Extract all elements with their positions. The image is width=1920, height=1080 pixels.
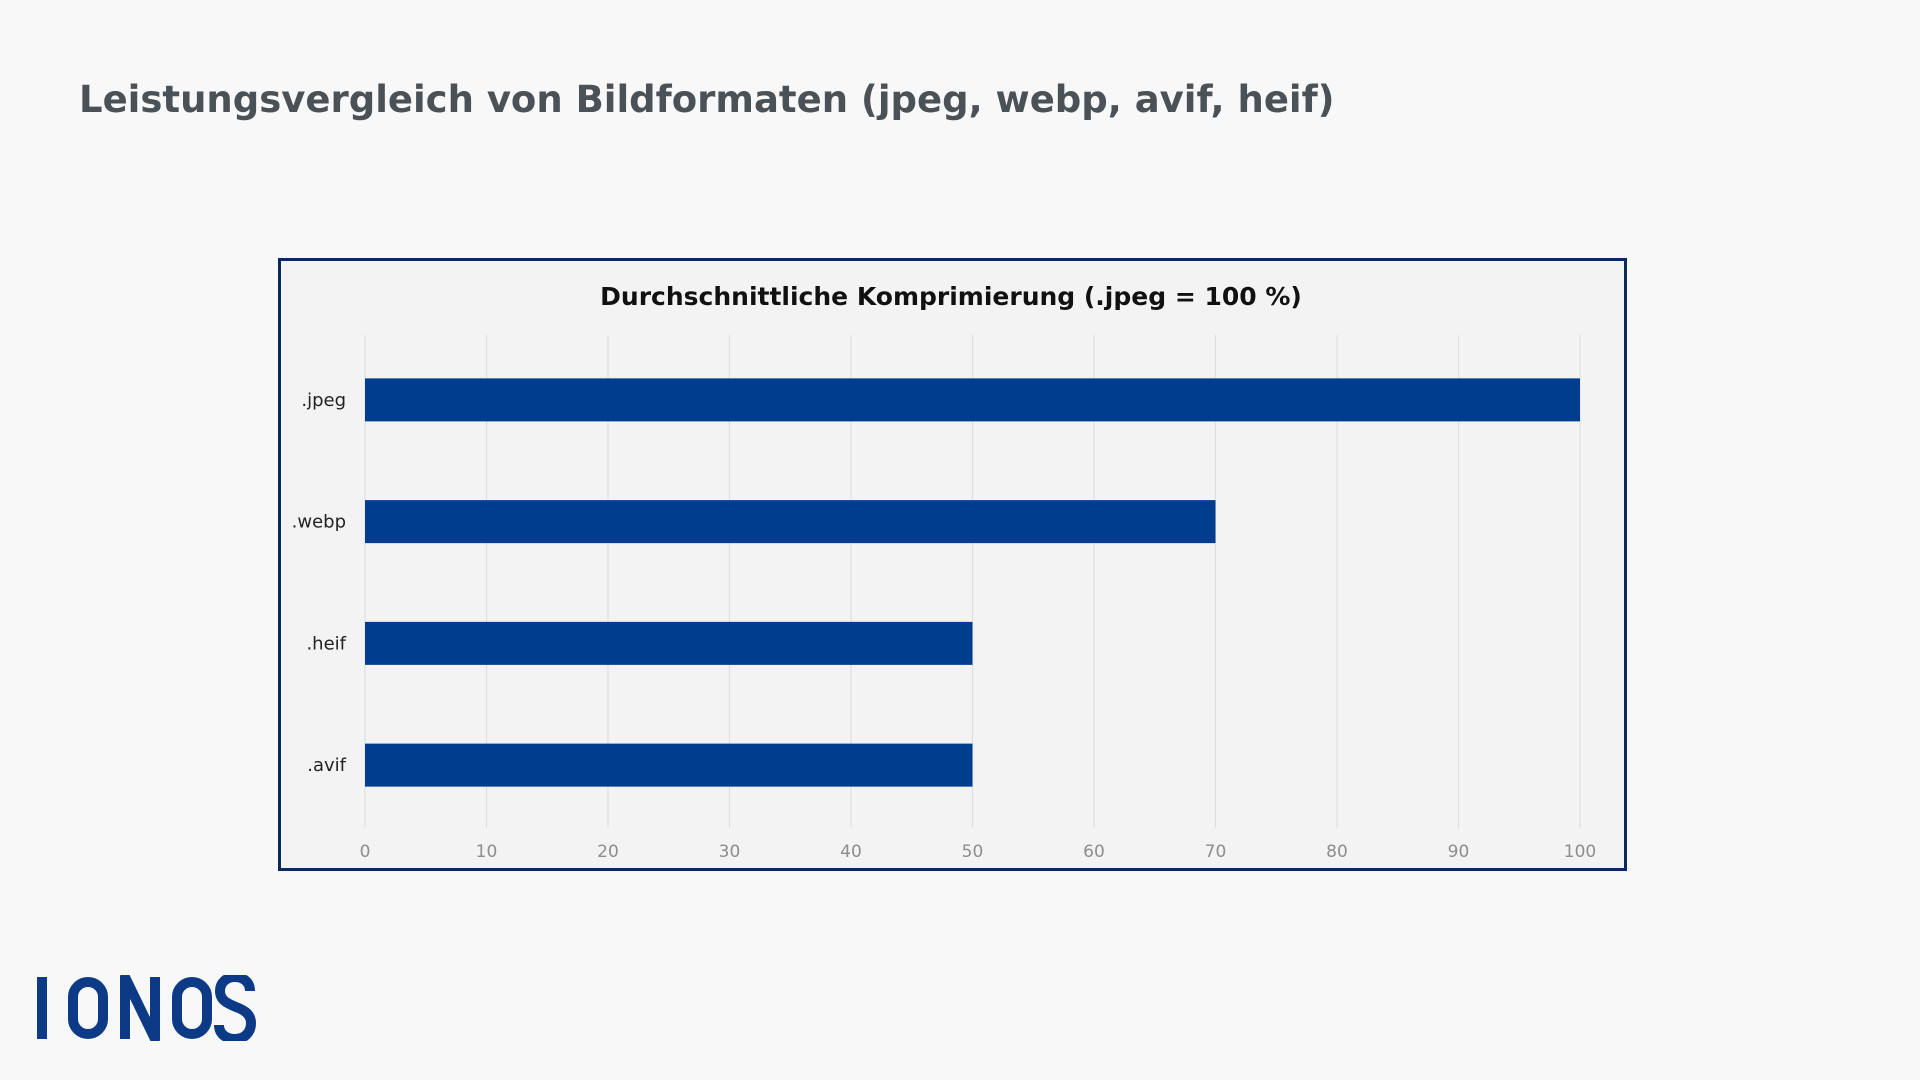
category-label: .webp — [292, 512, 346, 533]
x-tick-label: 10 — [476, 842, 498, 862]
chart-title: Durchschnittliche Komprimierung (.jpeg =… — [600, 282, 1302, 311]
x-tick-label: 20 — [597, 842, 619, 862]
bar — [365, 743, 973, 787]
x-tick-label: 30 — [719, 842, 741, 862]
x-tick-label: 0 — [360, 842, 371, 862]
bars — [365, 378, 1580, 787]
category-labels: .jpeg .webp .heif .avif — [292, 390, 347, 776]
x-tick-labels: 0 10 20 30 40 50 60 70 80 90 100 — [360, 842, 1597, 862]
x-tick-label: 60 — [1083, 842, 1105, 862]
ionos-logo — [37, 975, 256, 1041]
x-tick-label: 100 — [1564, 842, 1596, 862]
bar — [365, 500, 1216, 544]
x-tick-label: 40 — [840, 842, 862, 862]
category-label: .avif — [307, 755, 346, 776]
bar — [365, 621, 973, 665]
category-label: .heif — [306, 633, 346, 654]
x-tick-label: 80 — [1326, 842, 1348, 862]
x-tick-label: 90 — [1448, 842, 1470, 862]
bar-chart: Durchschnittliche Komprimierung (.jpeg =… — [292, 282, 1597, 862]
x-tick-label: 70 — [1205, 842, 1227, 862]
x-tick-label: 50 — [962, 842, 984, 862]
page-title: Leistungsvergleich von Bildformaten (jpe… — [79, 78, 1335, 121]
category-label: .jpeg — [301, 390, 346, 411]
bar — [365, 378, 1580, 422]
chart-frame: Durchschnittliche Komprimierung (.jpeg =… — [278, 258, 1627, 871]
